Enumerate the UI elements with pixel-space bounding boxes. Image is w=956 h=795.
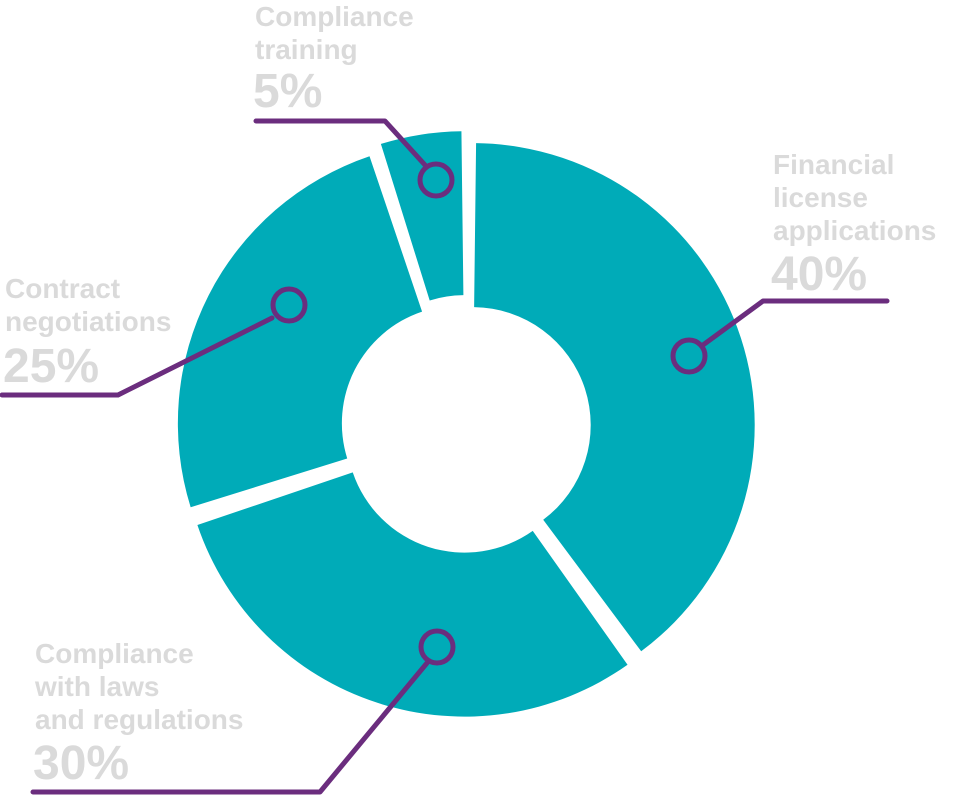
- slice-value-label-1: 40%: [771, 248, 867, 301]
- leader-line-2: [30, 660, 430, 795]
- slice-label-1-line-1: Financial: [773, 149, 894, 180]
- slice-value-label-3: 25%: [3, 340, 99, 393]
- slice-label-4-line-2: training: [255, 34, 358, 65]
- slice-label-3-line-1: Contract: [5, 273, 120, 304]
- slice-label-2-line-3: and regulations: [35, 704, 243, 735]
- slice-label-1-line-2: license: [773, 182, 868, 213]
- leader-line-4: [253, 118, 428, 168]
- slice-label-2-line-1: Compliance: [35, 638, 194, 669]
- donut-slice-2: [197, 472, 628, 717]
- donut-slice-1: [474, 143, 755, 652]
- slice-value-label-2: 30%: [33, 737, 129, 790]
- slice-label-1-line-3: applications: [773, 215, 936, 246]
- leader-line-3: [0, 315, 275, 398]
- slice-label-3-line-2: negotiations: [5, 306, 171, 337]
- slice-marker-3: [270, 286, 308, 324]
- slice-marker-4: [417, 161, 455, 199]
- donut-slice-3: [177, 156, 423, 508]
- slice-marker-1: [670, 337, 708, 375]
- slice-label-2-line-2: with laws: [34, 671, 159, 702]
- slice-label-4-line-1: Compliance: [255, 1, 414, 32]
- leader-line-1: [700, 298, 890, 348]
- slice-value-label-4: 5%: [253, 65, 322, 118]
- slice-marker-2: [418, 628, 456, 666]
